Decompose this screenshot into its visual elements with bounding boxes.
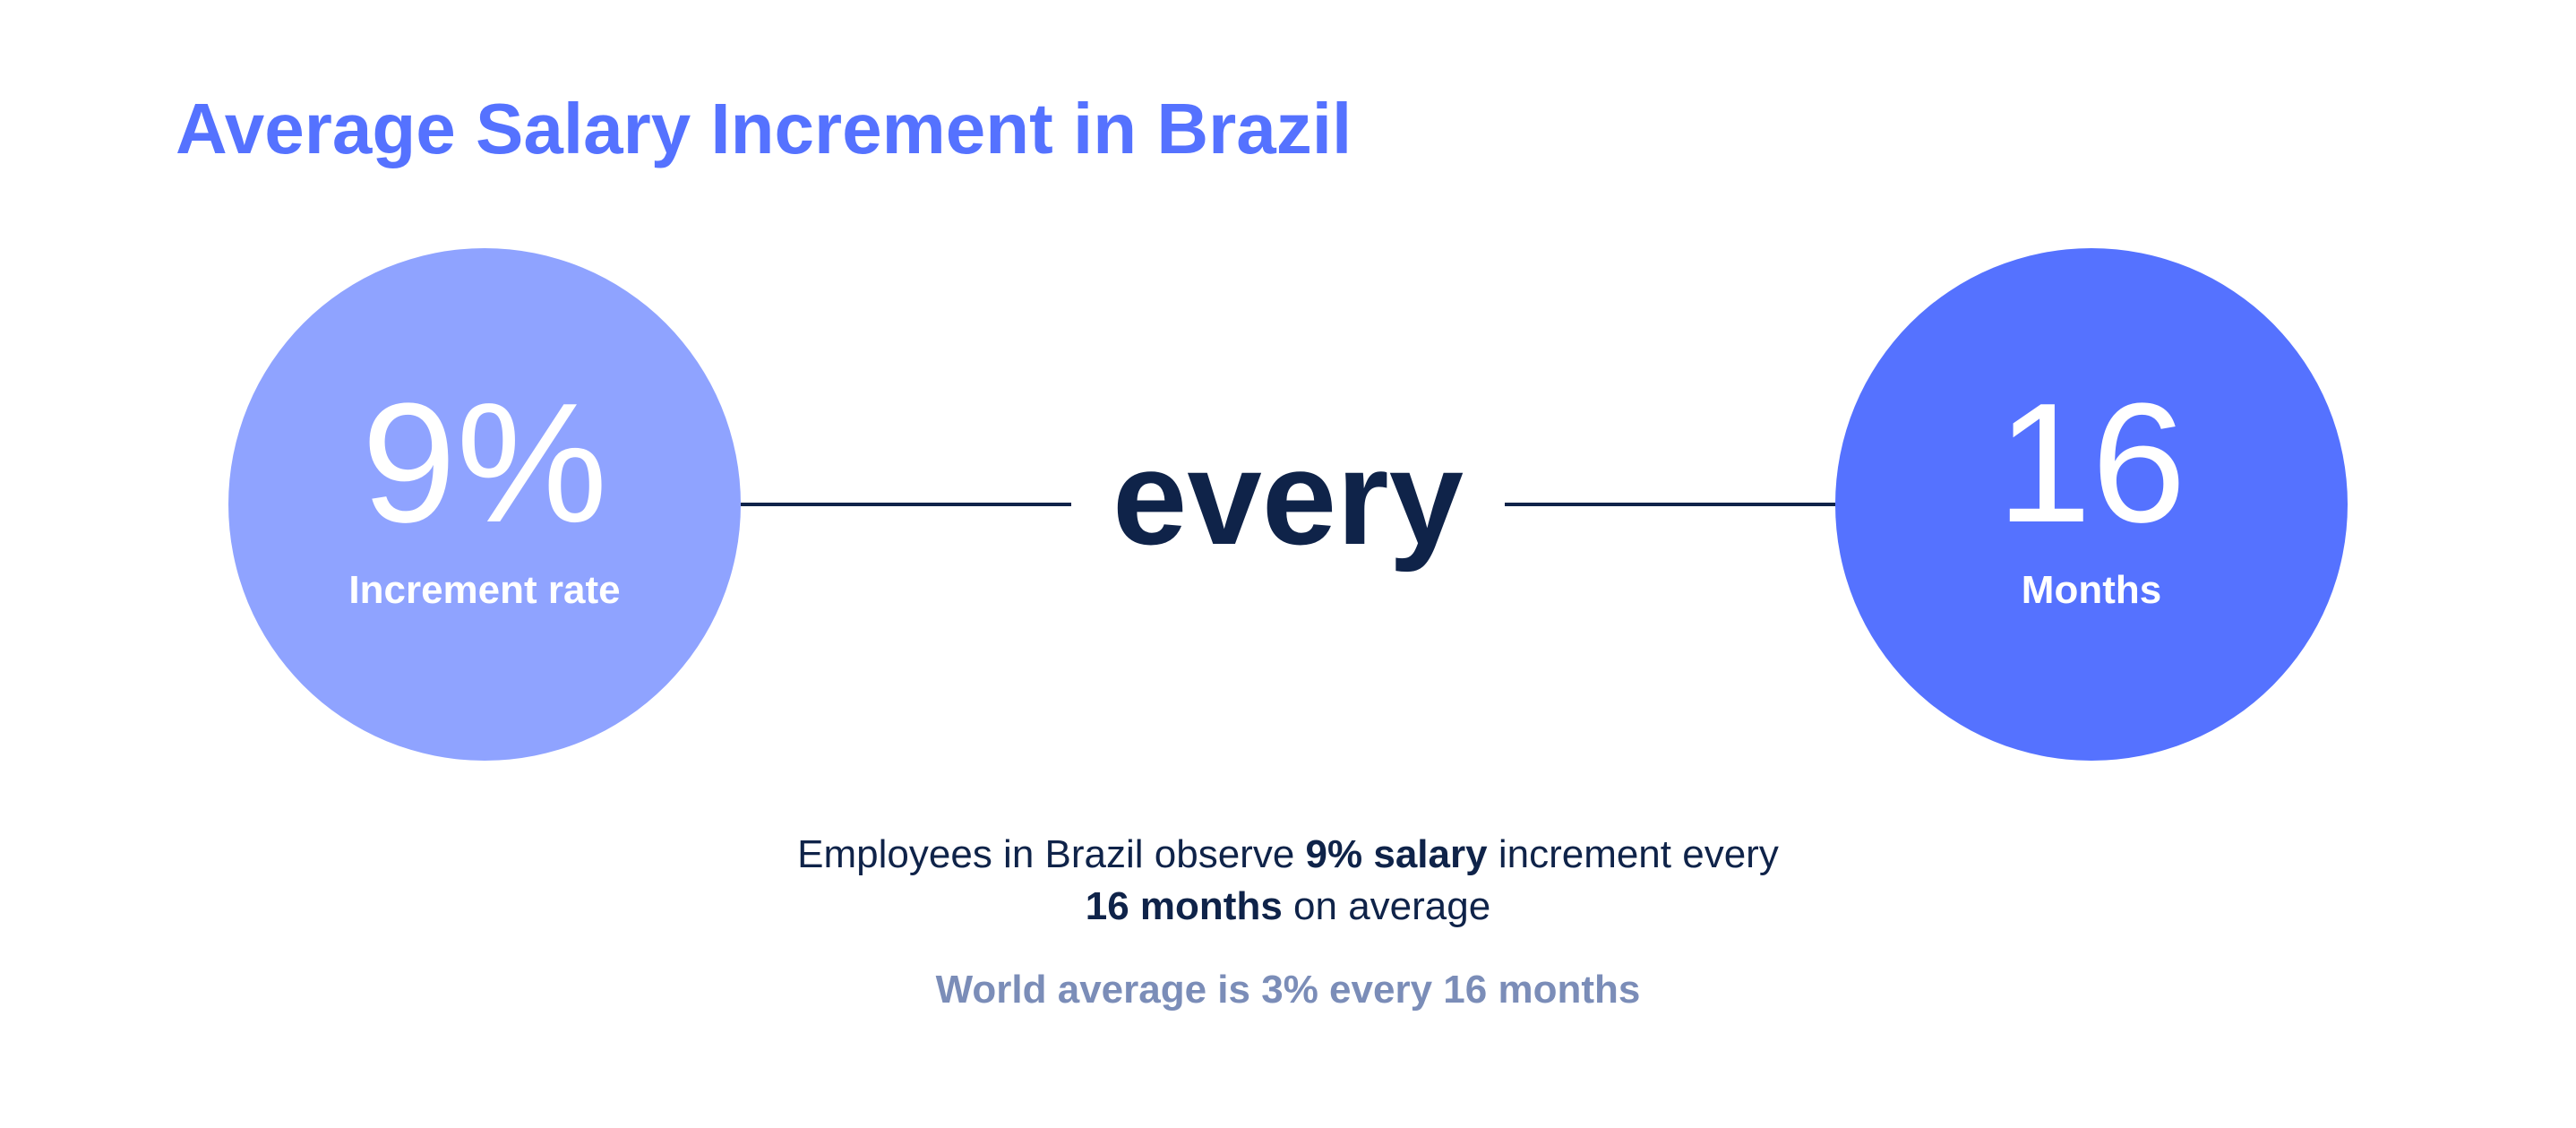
description-part1: Employees in Brazil observe <box>797 832 1306 876</box>
description-part2: increment every <box>1487 832 1779 876</box>
increment-rate-label: Increment rate <box>348 568 621 612</box>
world-average-text: World average is 3% every 16 months <box>935 968 1641 1012</box>
months-label: Months <box>2021 568 2162 612</box>
months-circle: 16 Months <box>1835 248 2348 761</box>
months-value: 16 <box>1996 368 2186 558</box>
connector-word: every <box>1112 422 1464 573</box>
connector-line-right <box>1505 503 1835 506</box>
description-text: Employees in Brazil observe 9% salary in… <box>0 829 2576 933</box>
description-bold-salary: 9% salary <box>1305 832 1488 876</box>
connector-line-left <box>741 503 1071 506</box>
description-part3: on average <box>1282 884 1491 928</box>
description-bold-months: 16 months <box>1085 884 1283 928</box>
increment-rate-circle: 9% Increment rate <box>228 248 741 761</box>
increment-rate-value: 9% <box>361 368 608 558</box>
page-title: Average Salary Increment in Brazil <box>176 89 1352 168</box>
